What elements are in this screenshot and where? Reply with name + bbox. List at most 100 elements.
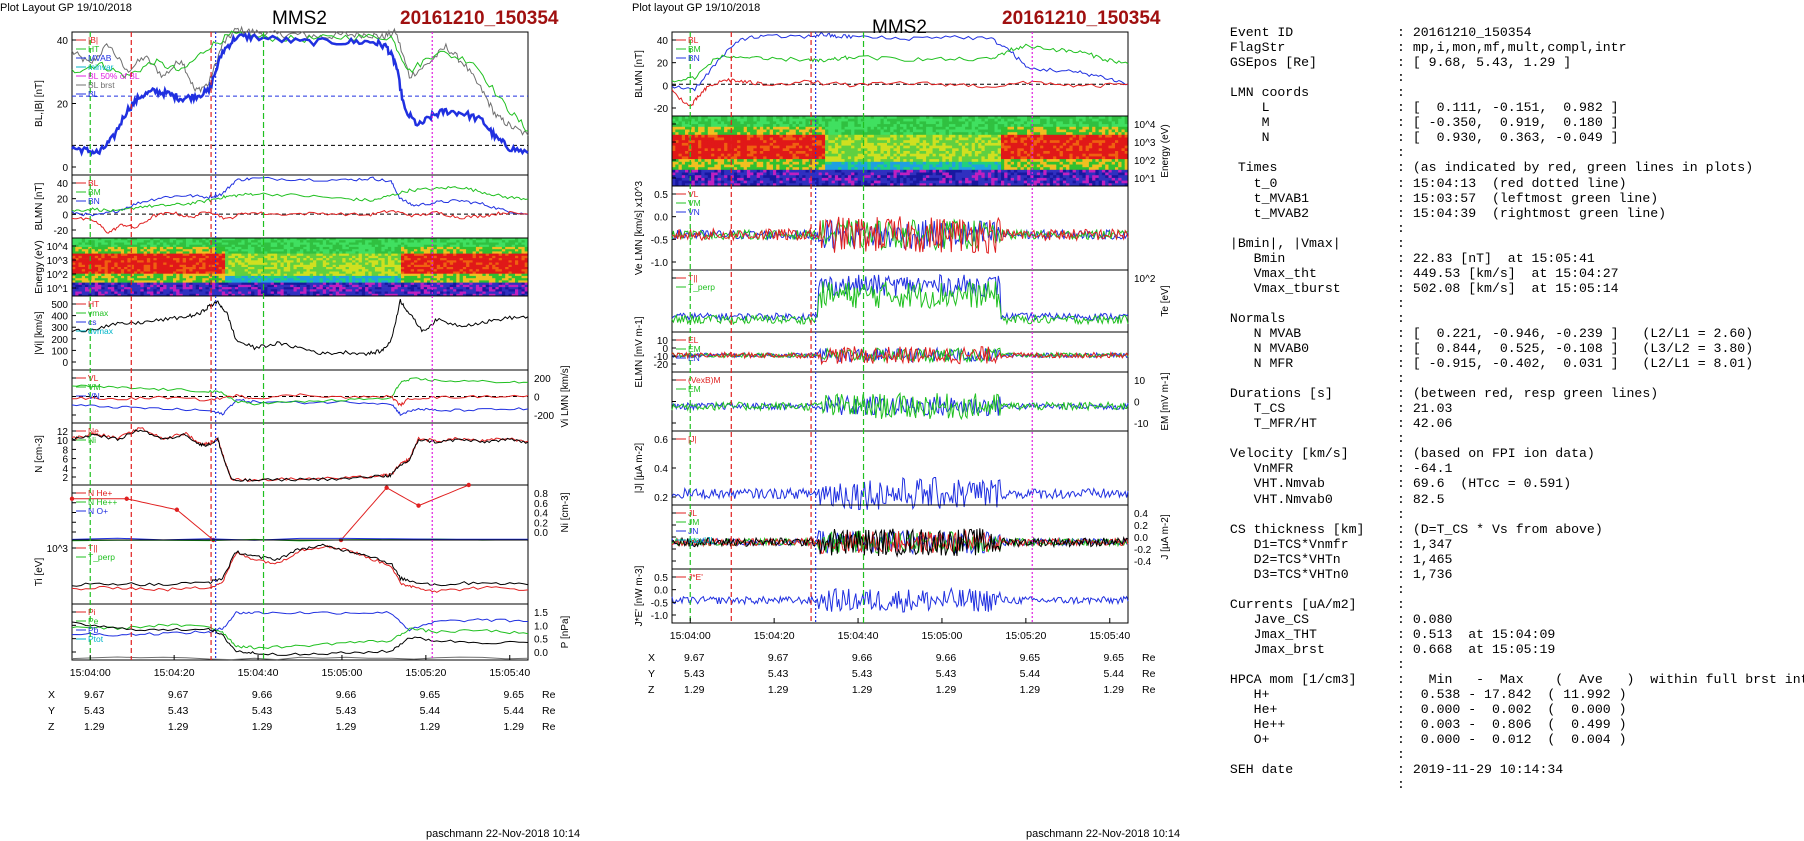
heatmap-cell bbox=[283, 249, 288, 252]
heatmap-cell bbox=[714, 121, 718, 125]
heatmap-cell bbox=[264, 242, 268, 246]
heatmap-cell bbox=[335, 271, 340, 275]
heatmap-cell bbox=[365, 284, 369, 288]
heatmap-cell bbox=[453, 275, 457, 279]
heatmap-cell bbox=[228, 240, 232, 243]
heatmap-cell bbox=[78, 273, 83, 277]
heatmap-cell bbox=[443, 246, 447, 250]
heatmap-cell bbox=[143, 251, 148, 254]
heatmap-cell bbox=[143, 291, 148, 295]
heatmap-cell bbox=[150, 258, 154, 261]
heatmap-cell bbox=[792, 140, 797, 144]
heatmap-cell bbox=[462, 278, 467, 281]
series-line-vl bbox=[71, 398, 529, 417]
y-tick-label: -20 bbox=[54, 226, 69, 237]
heatmap-cell bbox=[182, 242, 187, 246]
heatmap-cell bbox=[127, 284, 132, 288]
heatmap-cell bbox=[72, 246, 76, 250]
heatmap-cell bbox=[182, 262, 187, 266]
heatmap-cell bbox=[792, 175, 797, 179]
heatmap-cell bbox=[332, 264, 337, 268]
series-line-bl bbox=[71, 31, 529, 157]
heatmap-cell bbox=[488, 278, 493, 281]
heatmap-cell bbox=[453, 262, 457, 266]
heatmap-cell bbox=[456, 253, 460, 257]
heatmap-cell bbox=[124, 242, 128, 246]
heatmap-cell bbox=[378, 273, 382, 277]
heatmap-cell bbox=[215, 253, 219, 257]
heatmap-cell bbox=[720, 159, 725, 163]
heatmap-cell bbox=[257, 255, 262, 259]
heatmap-cell bbox=[254, 287, 259, 290]
heatmap-cell bbox=[511, 275, 516, 279]
heatmap-cell bbox=[104, 262, 109, 266]
heatmap-cell bbox=[182, 253, 187, 257]
legend-entry: BL bbox=[88, 178, 99, 188]
heatmap-cell bbox=[459, 264, 464, 268]
heatmap-cell bbox=[130, 278, 135, 281]
heatmap-cell bbox=[241, 293, 246, 297]
heatmap-cell bbox=[169, 262, 174, 266]
heatmap-cell bbox=[322, 291, 327, 295]
heatmap-cell bbox=[257, 251, 262, 254]
heatmap-cell bbox=[795, 132, 800, 136]
heatmap-cell bbox=[479, 262, 483, 266]
heatmap-cell bbox=[381, 238, 386, 241]
series-line-bl bbox=[71, 176, 529, 217]
heatmap-cell bbox=[515, 284, 519, 288]
heatmap-cell bbox=[704, 175, 709, 179]
heatmap-cell bbox=[251, 262, 255, 266]
heatmap-cell bbox=[443, 282, 447, 286]
heatmap-cell bbox=[91, 273, 96, 277]
heatmap-cell bbox=[85, 289, 89, 292]
heatmap-cell bbox=[786, 183, 790, 187]
heatmap-cell bbox=[205, 273, 210, 277]
heatmap-cell bbox=[417, 264, 421, 268]
heatmap-cell bbox=[166, 280, 171, 283]
heatmap-cell bbox=[140, 282, 145, 286]
heatmap-cell bbox=[78, 275, 83, 279]
heatmap-cell bbox=[348, 280, 353, 283]
heatmap-cell bbox=[257, 242, 262, 246]
heatmap-cell bbox=[348, 258, 353, 261]
heatmap-cell bbox=[251, 282, 255, 286]
heatmap-cell bbox=[124, 238, 128, 241]
heatmap-cell bbox=[228, 287, 232, 290]
heatmap-cell bbox=[730, 177, 735, 181]
heatmap-cell bbox=[756, 145, 761, 149]
heatmap-cell bbox=[244, 264, 249, 268]
heatmap-cell bbox=[332, 273, 337, 277]
heatmap-cell bbox=[720, 183, 725, 187]
heatmap-cell bbox=[221, 284, 226, 288]
heatmap-cell bbox=[313, 267, 317, 270]
heatmap-cell bbox=[290, 267, 294, 270]
heatmap-cell bbox=[225, 275, 229, 279]
heatmap-cell bbox=[293, 253, 298, 257]
heatmap-cell bbox=[329, 249, 333, 252]
heatmap-cell bbox=[163, 240, 167, 243]
heatmap-cell bbox=[430, 269, 434, 272]
heatmap-cell bbox=[361, 264, 366, 268]
heatmap-cell bbox=[195, 251, 200, 254]
heatmap-cell bbox=[766, 172, 771, 176]
heatmap-cell bbox=[283, 253, 288, 257]
heatmap-cell bbox=[231, 271, 236, 275]
heatmap-cell bbox=[371, 289, 376, 292]
heatmap-cell bbox=[472, 238, 477, 241]
heatmap-cell bbox=[303, 291, 307, 295]
heatmap-cell bbox=[104, 291, 109, 295]
heatmap-cell bbox=[81, 271, 86, 275]
heatmap-cell bbox=[78, 258, 83, 261]
heatmap-cell bbox=[694, 172, 699, 176]
heatmap-cell bbox=[189, 273, 193, 277]
heatmap-cell bbox=[427, 264, 431, 268]
heatmap-cell bbox=[238, 271, 242, 275]
heatmap-cell bbox=[104, 264, 109, 268]
heatmap-cell bbox=[759, 134, 764, 138]
heatmap-cell bbox=[681, 164, 686, 168]
heatmap-cell bbox=[769, 151, 774, 155]
heatmap-cell bbox=[287, 251, 291, 254]
heatmap-cell bbox=[387, 269, 392, 272]
heatmap-cell bbox=[714, 124, 718, 128]
